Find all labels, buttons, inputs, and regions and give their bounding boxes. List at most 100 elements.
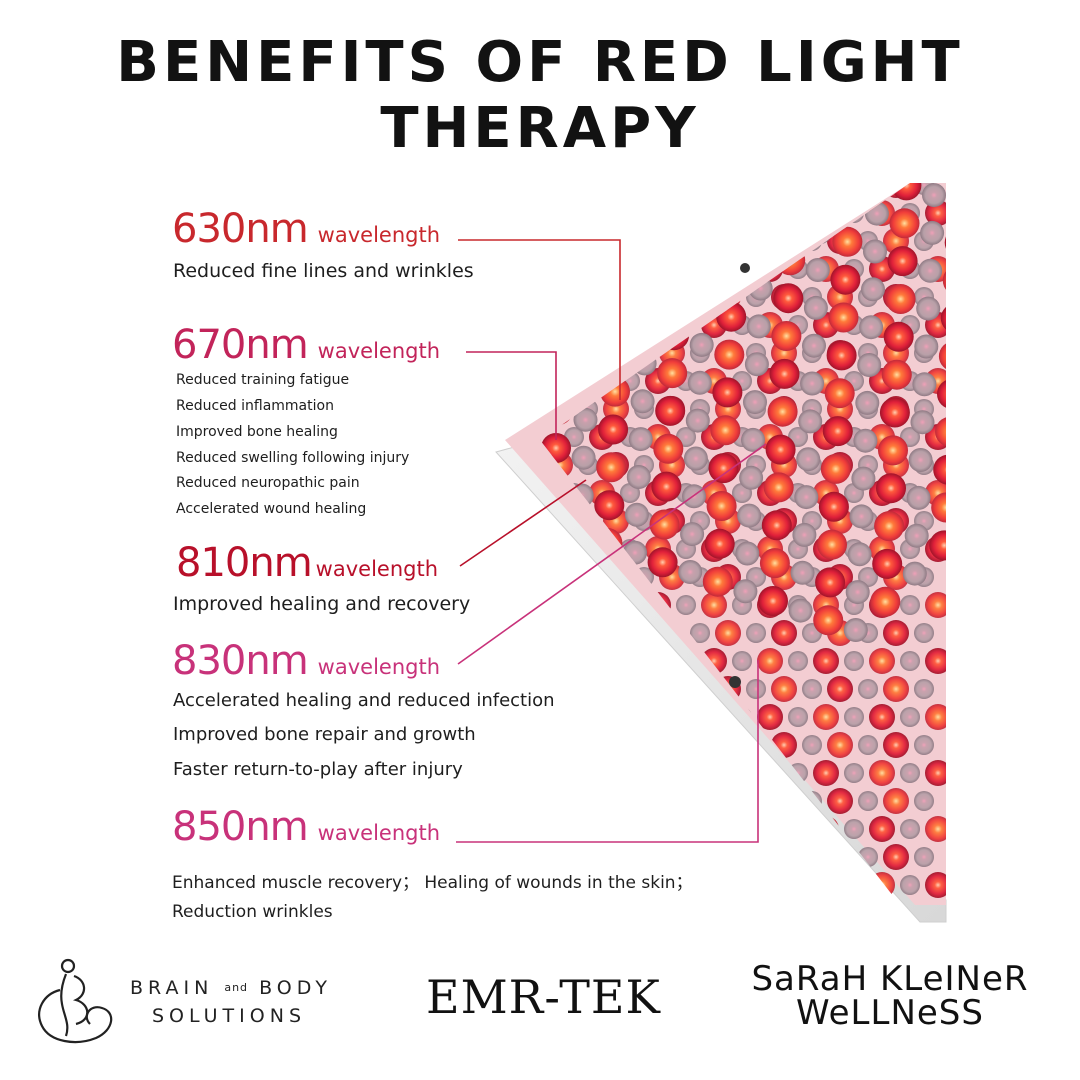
led-bulb xyxy=(844,651,864,671)
led-bulb xyxy=(701,872,727,898)
led-bulb xyxy=(540,388,543,413)
led-bulb xyxy=(869,760,895,786)
led-bulb xyxy=(769,358,800,389)
led-bulb xyxy=(564,651,584,671)
led-bulb xyxy=(800,371,825,396)
led-bulb xyxy=(824,378,855,409)
led-bulb xyxy=(683,446,708,471)
led-bulb xyxy=(690,735,710,755)
led-bulb xyxy=(822,416,853,447)
led-bulb xyxy=(970,354,994,378)
led-bulb xyxy=(859,315,884,340)
led-bulb xyxy=(771,844,797,870)
led-bulb xyxy=(759,548,790,579)
led-bulb xyxy=(547,844,573,870)
led-bulb xyxy=(906,485,931,510)
led-bulb xyxy=(645,704,671,730)
led-bulb xyxy=(746,231,766,251)
wavelength-value: 830nm xyxy=(172,638,309,684)
wavelength-word: wavelength xyxy=(317,339,441,363)
wellness-line: WeLLNeSS xyxy=(796,993,984,1033)
led-bulb xyxy=(630,389,655,414)
led-bulb xyxy=(589,592,615,618)
led-bulb xyxy=(802,679,822,699)
led-bulb xyxy=(746,679,766,699)
led-bulb xyxy=(1002,209,1032,239)
led-bulb xyxy=(827,844,853,870)
led-bulb xyxy=(750,238,775,263)
led-bulb xyxy=(547,183,573,198)
led-bulb xyxy=(874,511,905,542)
led-bulb xyxy=(944,227,946,258)
led-bulb xyxy=(788,875,808,895)
led-bulb xyxy=(657,358,688,389)
leader-line xyxy=(456,660,759,843)
led-bulb xyxy=(746,791,766,811)
led-bulb xyxy=(457,483,481,507)
led-bulb xyxy=(662,244,693,275)
led-bulb xyxy=(649,509,680,540)
led-bulb xyxy=(813,760,839,786)
led-bulb xyxy=(659,788,685,814)
benefit-text: Faster return-to-play after injury xyxy=(173,759,463,780)
led-bulb xyxy=(564,707,584,727)
led-bulb xyxy=(788,819,808,839)
led-bulb xyxy=(634,231,654,251)
led-bulb xyxy=(866,183,891,188)
led-bulb xyxy=(715,620,741,646)
led-bulb xyxy=(771,676,797,702)
led-bulb xyxy=(712,377,743,408)
led-bulb xyxy=(704,528,735,559)
benefit-text: Reduced training fatigue xyxy=(176,372,350,388)
led-bulb xyxy=(744,352,769,377)
led-bulb xyxy=(973,278,997,302)
led-bulb xyxy=(938,341,946,372)
led-bulb xyxy=(827,788,853,814)
wavelength-word: wavelength xyxy=(315,557,439,581)
led-bulb xyxy=(773,283,804,314)
led-bulb xyxy=(634,623,654,643)
led-bulb xyxy=(1023,411,1047,435)
led-bulb xyxy=(598,414,629,445)
led-bulb xyxy=(881,359,912,390)
led-bulb xyxy=(863,239,887,264)
led-bulb xyxy=(1034,184,1058,208)
led-bulb xyxy=(578,679,598,699)
led-bulb xyxy=(645,760,671,786)
leader-line xyxy=(457,443,767,665)
led-bulb xyxy=(794,485,819,510)
wavelength-value: 810nm xyxy=(176,540,313,586)
led-bulb xyxy=(883,321,914,352)
led-bulb xyxy=(645,256,671,282)
led-bulb xyxy=(626,465,651,489)
benefit-text: Reduction wrinkles xyxy=(172,902,333,922)
led-bulb xyxy=(889,208,920,239)
led-bulb xyxy=(869,126,893,150)
led-bulb xyxy=(771,228,797,254)
led-bulb xyxy=(925,648,946,674)
led-bulb xyxy=(869,872,895,898)
led-bulb xyxy=(777,207,808,238)
led-bulb xyxy=(708,453,739,484)
led-bulb xyxy=(620,203,640,223)
brain-body-word-and: and xyxy=(224,981,249,994)
led-bulb xyxy=(820,453,851,484)
led-bulb xyxy=(826,340,857,371)
led-bulb xyxy=(714,339,745,370)
led-bulb xyxy=(836,151,866,181)
led-bulb xyxy=(994,361,1024,391)
led-bulb xyxy=(802,183,822,195)
led-bulb xyxy=(925,592,946,618)
sarah-kleiner-wellness-logo: SaRaH KLeINeR WeLLNeSS xyxy=(740,962,1040,1030)
led-bulb xyxy=(589,256,615,282)
led-bulb xyxy=(651,471,682,502)
led-bulb xyxy=(813,816,839,842)
led-bulb xyxy=(578,287,598,307)
led-bulb xyxy=(695,219,720,244)
led-bulb xyxy=(1057,228,1080,258)
led-bulb xyxy=(732,875,752,895)
led-bulb xyxy=(715,788,741,814)
led-bulb xyxy=(620,707,640,727)
led-bulb xyxy=(564,315,584,335)
